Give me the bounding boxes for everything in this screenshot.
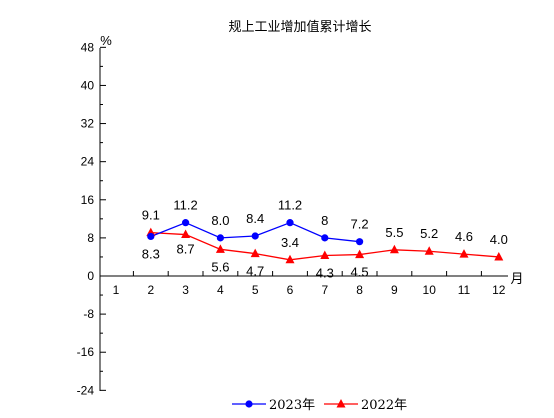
x-tick-label: 12 [492,283,506,297]
x-tick-label: 11 [458,283,471,297]
x-tick-label: 4 [217,283,224,297]
data-label: 8.3 [142,246,160,261]
y-tick-label: 32 [81,117,95,131]
data-point-marker [285,254,295,264]
data-label: 5.2 [420,226,438,241]
data-label: 4.0 [490,232,508,247]
x-tick-label: 9 [391,283,398,297]
legend-label: 2023年 [269,398,315,413]
x-tick-label: 6 [287,283,294,297]
data-point-marker [182,219,190,227]
data-label: 4.5 [351,265,369,280]
data-label: 5.5 [385,225,403,240]
data-point-marker [459,249,469,258]
legend-marker [336,399,346,408]
data-label: 8.0 [211,213,229,228]
data-label: 4.3 [316,266,334,281]
data-point-marker [250,248,260,258]
y-tick-label: -8 [83,307,94,321]
data-label: 4.7 [246,264,264,279]
data-point-marker [215,244,225,253]
data-point-marker [389,244,399,254]
data-point-marker [216,234,224,242]
x-tick-label: 10 [423,283,437,297]
data-point-marker [494,251,504,261]
data-point-marker [181,229,191,239]
legend-label: 2022年 [361,398,407,413]
data-label: 8.7 [177,242,195,257]
legend-marker [245,400,253,408]
y-tick-label: -24 [77,383,95,397]
data-point-marker [251,232,259,240]
x-tick-label: 1 [113,283,120,297]
data-point-marker [321,234,329,242]
data-label: 7.2 [351,217,369,232]
data-point-marker [286,219,294,227]
data-point-marker [320,250,330,260]
data-label: 4.6 [455,229,473,244]
x-tick-label: 3 [182,283,189,297]
y-tick-label: 16 [81,193,95,207]
data-point-marker [147,232,155,241]
y-tick-label: 40 [81,78,95,92]
data-point-marker [424,246,434,255]
data-label: 8.4 [246,211,264,226]
y-tick-label: -16 [77,345,95,359]
x-tick-label: 8 [356,283,363,297]
x-tick-label: 2 [147,283,154,297]
data-point-marker [355,249,365,259]
data-point-marker [356,238,364,246]
y-tick-label: 0 [87,269,94,283]
series-markers [146,219,504,264]
y-tick-label: 24 [81,155,95,169]
x-tick-label: 7 [321,283,328,297]
data-label: 9.1 [142,208,160,223]
data-labels: 9.1 8.7 5.6 4.7 3.4 4.3 4.5 5.5 5.2 4.6 4.0 8.3 11.2… [142,198,508,281]
data-label: 5.6 [211,259,229,274]
data-label: 8 [321,213,328,228]
data-label: 11.2 [278,198,302,213]
data-label: 3.4 [281,235,299,250]
y-tick-label: 48 [81,40,95,54]
y-tick-label: 8 [87,231,94,245]
y-axis-unit: % [100,33,112,48]
data-label: 11.2 [173,198,197,213]
x-tick-label: 5 [252,283,259,297]
legend: 2023年 2022年 [232,398,407,413]
x-axis-unit: 月 [510,272,523,287]
chart-title: 规上工业增加值累计增长 [228,19,371,35]
